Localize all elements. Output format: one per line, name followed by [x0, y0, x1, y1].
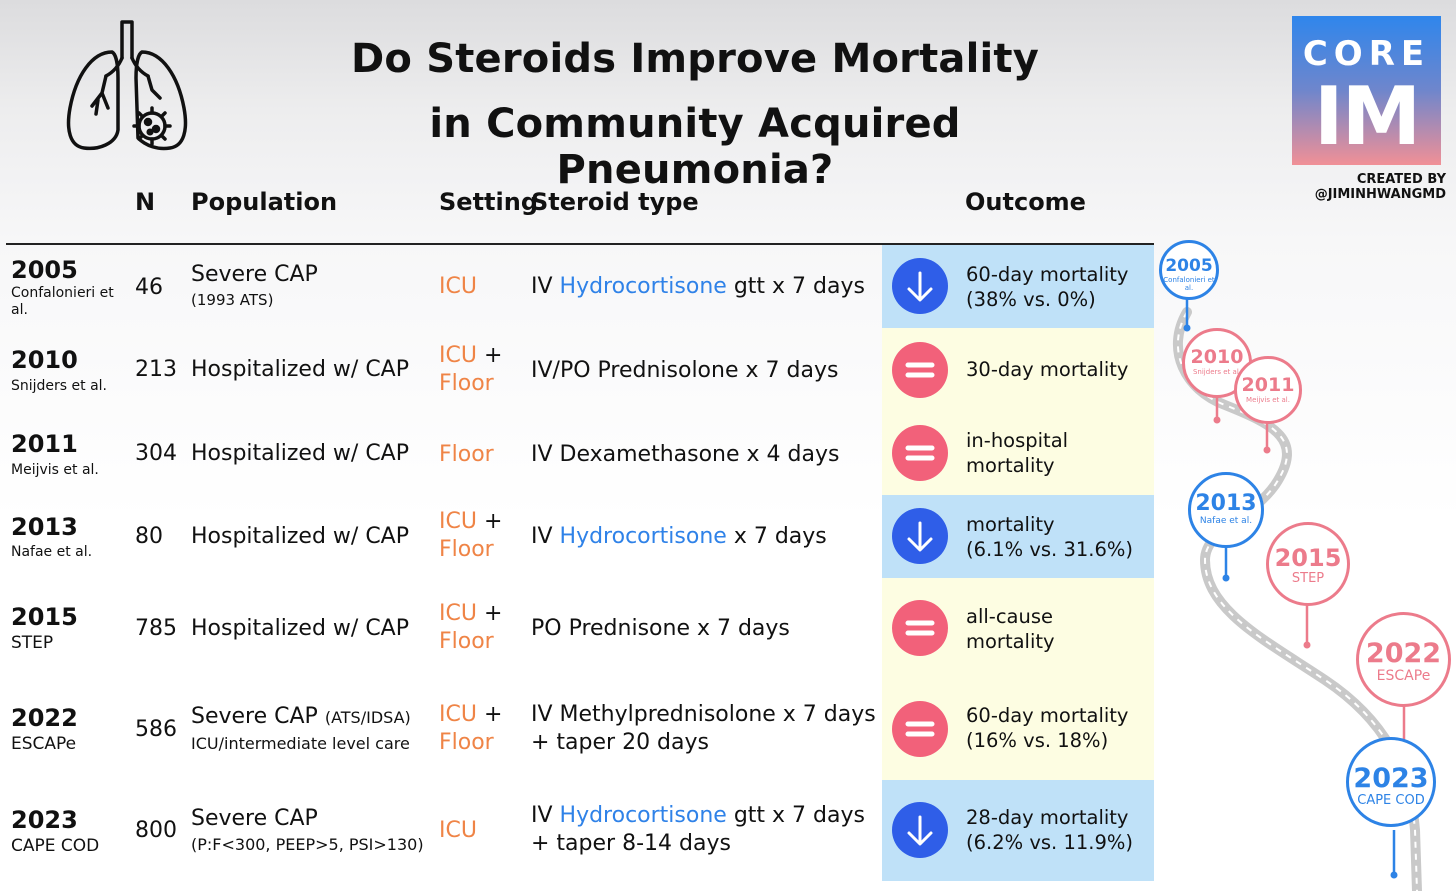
credit-line: CREATED BY @JIMINHWANGMD — [1314, 172, 1446, 202]
table-row: 30-day mortality 2010 Snijders et al. 21… — [0, 328, 1155, 412]
study-name: Meijvis et al. — [11, 462, 99, 478]
population: Severe CAP — [191, 806, 318, 831]
header-divider — [6, 243, 1154, 245]
population-criteria: (1993 ATS) — [191, 291, 274, 309]
logo-text-core: CORE — [1302, 34, 1431, 74]
study-year: 2005 — [11, 256, 78, 284]
timeline-pin: 2011 Meijvis et al. — [1234, 356, 1302, 424]
steroid-type: PO Prednisone x 7 days — [531, 616, 790, 641]
study-name: ESCAPe — [11, 734, 77, 754]
population-criteria: ICU/intermediate level care — [191, 734, 410, 753]
population: Hospitalized w/ CAP — [191, 616, 409, 641]
steroid-type: IV Hydrocortisone x 7 days — [531, 524, 827, 549]
down-arrow-icon — [892, 258, 948, 314]
header-setting: Setting — [439, 188, 538, 216]
study-year: 2023 — [11, 806, 78, 834]
sample-size: 46 — [135, 275, 163, 300]
equals-icon — [892, 425, 948, 481]
sample-size: 80 — [135, 524, 163, 549]
population: Hospitalized w/ CAP — [191, 357, 409, 382]
study-name: STEP — [11, 633, 54, 653]
core-im-logo: CORE IM — [1292, 16, 1441, 165]
page-title-line2: in Community Acquired Pneumonia? — [429, 101, 961, 193]
table-row: in-hospital mortality 2011 Meijvis et al.… — [0, 412, 1155, 495]
population: Severe CAP — [191, 262, 318, 287]
lungs-virus-icon — [62, 18, 192, 162]
header-outcome: Outcome — [965, 188, 1086, 216]
equals-icon — [892, 600, 948, 656]
study-year: 2022 — [11, 704, 78, 732]
population-criteria: (P:F<300, PEEP>5, PSI>130) — [191, 835, 424, 854]
timeline-pin: 2015 STEP — [1266, 522, 1350, 606]
setting: ICU + Floor — [439, 601, 503, 654]
page-title: Do Steroids Improve Mortality — [350, 36, 1040, 82]
timeline-pin: 2005 Confalonieri et al. — [1159, 240, 1219, 300]
study-year: 2010 — [11, 346, 78, 374]
logo-text-im: IM — [1313, 70, 1421, 163]
down-arrow-icon — [892, 802, 948, 858]
setting: ICU + Floor — [439, 702, 503, 755]
table-row: 60-day mortality (38% vs. 0%) 2005 Confal… — [0, 245, 1155, 328]
outcome-text: 30-day mortality — [966, 358, 1129, 381]
sample-size: 800 — [135, 818, 177, 843]
sample-size: 304 — [135, 441, 177, 466]
setting: ICU — [439, 818, 477, 843]
population: Hospitalized w/ CAP — [191, 441, 409, 466]
sample-size: 785 — [135, 616, 177, 641]
equals-icon — [892, 342, 948, 398]
outcome-text: 28-day mortality (6.2% vs. 11.9%) — [966, 806, 1133, 854]
timeline-pin: 2013 Nafae et al. — [1188, 472, 1264, 548]
outcome-text: in-hospital mortality — [966, 429, 1069, 477]
header-n: N — [135, 188, 156, 216]
study-year: 2011 — [11, 430, 78, 458]
header-population: Population — [191, 188, 338, 216]
study-name: CAPE COD — [11, 836, 100, 856]
down-arrow-icon — [892, 508, 948, 564]
population: Severe CAP (ATS/IDSA) — [191, 704, 411, 729]
header-steroid-type: Steroid type — [531, 188, 699, 216]
setting: ICU + Floor — [439, 343, 503, 396]
outcome-text: all-cause mortality — [966, 605, 1055, 653]
sample-size: 586 — [135, 717, 177, 742]
setting: ICU + Floor — [439, 509, 503, 562]
steroid-type: IV Hydrocortisone gtt x 7 days — [531, 274, 865, 299]
study-name: Confalonieri et al. — [11, 285, 114, 318]
steroid-type: IV Dexamethasone x 4 days — [531, 442, 840, 467]
population: Hospitalized w/ CAP — [191, 524, 409, 549]
table-row: 28-day mortality (6.2% vs. 11.9%) 2023 CA… — [0, 780, 1155, 881]
setting: ICU — [439, 274, 477, 299]
outcome-text: mortality (6.1% vs. 31.6%) — [966, 513, 1133, 561]
setting: Floor — [439, 442, 494, 467]
study-year: 2015 — [11, 603, 78, 631]
study-name: Snijders et al. — [11, 378, 108, 394]
table-row: mortality (6.1% vs. 31.6%) 2013 Nafae et … — [0, 495, 1155, 578]
timeline-pin: 2022 ESCAPe — [1356, 612, 1451, 707]
steroid-type: IV Hydrocortisone gtt x 7 days + taper 8-… — [531, 803, 865, 856]
equals-icon — [892, 701, 948, 757]
steroid-type: IV Methylprednisolone x 7 days + taper 20… — [531, 702, 876, 755]
study-name: Nafae et al. — [11, 544, 93, 560]
outcome-text: 60-day mortality (16% vs. 18%) — [966, 704, 1129, 752]
study-year: 2013 — [11, 513, 78, 541]
outcome-text: 60-day mortality (38% vs. 0%) — [966, 263, 1129, 311]
timeline-pin: 2023 CAPE COD — [1346, 737, 1436, 827]
steroid-type: IV/PO Prednisolone x 7 days — [531, 358, 839, 383]
table-row: 60-day mortality (16% vs. 18%) 2022 ESCAP… — [0, 679, 1155, 780]
table-row: all-cause mortality 2015 STEP 785 Hospita… — [0, 578, 1155, 679]
sample-size: 213 — [135, 357, 177, 382]
